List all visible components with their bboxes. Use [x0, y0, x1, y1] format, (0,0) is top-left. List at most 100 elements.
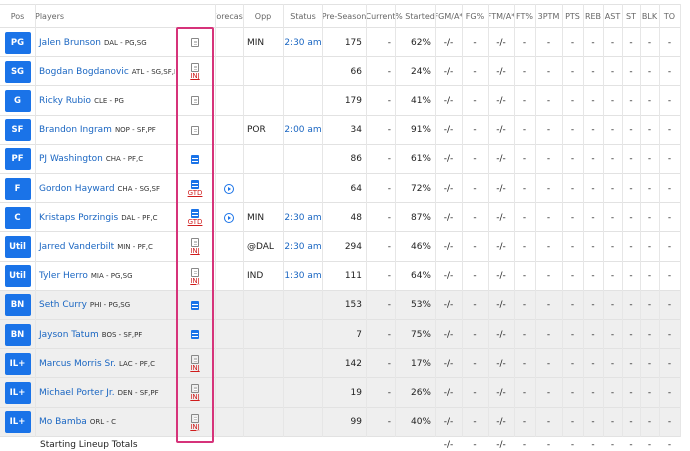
- note-icon[interactable]: [191, 413, 199, 423]
- note-icon[interactable]: [191, 355, 199, 365]
- stat-cell: -/-: [496, 241, 506, 252]
- status-tag[interactable]: INJ: [190, 422, 200, 431]
- position-button[interactable]: BN: [4, 323, 31, 346]
- stat-cell: -: [591, 183, 595, 194]
- player-name[interactable]: Seth Curry: [39, 300, 87, 311]
- column-divider: [243, 4, 244, 437]
- position-button[interactable]: BN: [4, 294, 31, 317]
- position-button[interactable]: G: [4, 89, 31, 112]
- status-tag[interactable]: INJ: [190, 247, 200, 256]
- forecast-cell: [215, 232, 243, 261]
- note-icon[interactable]: [191, 209, 199, 219]
- current-cell: -: [387, 154, 391, 165]
- player-name[interactable]: Jarred Vanderbilt: [39, 241, 115, 252]
- player-name[interactable]: Mo Bamba: [39, 417, 87, 428]
- note-icon[interactable]: [191, 38, 199, 48]
- position-button[interactable]: IL+: [4, 381, 31, 404]
- player-name[interactable]: PJ Washington: [39, 154, 103, 165]
- stat-cell: -/-: [443, 417, 454, 428]
- column-header: % Started: [395, 11, 435, 21]
- player-name[interactable]: Kristaps Porzingis: [39, 212, 119, 223]
- forecast-cell: [215, 408, 243, 437]
- note-icon[interactable]: [191, 384, 199, 394]
- game-status[interactable]: 2:00 am: [284, 125, 322, 136]
- status-tag[interactable]: INJ: [190, 276, 200, 285]
- player-name[interactable]: Tyler Herro: [39, 271, 88, 282]
- player-name[interactable]: Brandon Ingram: [39, 125, 112, 136]
- position-button[interactable]: Util: [4, 265, 31, 288]
- player-cell: Jarred Vanderbilt MIN - PF,C: [35, 232, 175, 261]
- stat-cell: -: [546, 66, 551, 77]
- stat-cell: -: [570, 125, 575, 136]
- player-name[interactable]: Jayson Tatum: [39, 329, 99, 340]
- game-status[interactable]: 2:30 am: [284, 241, 322, 252]
- stat-cell: -/-: [496, 300, 506, 311]
- column-header: FT%: [516, 11, 533, 21]
- stat-cell: -: [522, 271, 527, 282]
- position-button[interactable]: IL+: [4, 411, 31, 434]
- stat-cell: -: [522, 300, 527, 311]
- forecast-icon[interactable]: [224, 183, 234, 194]
- stat-cell: -: [610, 358, 615, 369]
- note-icon[interactable]: [191, 63, 199, 73]
- status-cell: 2:30 am: [283, 28, 323, 57]
- stat-cell: -: [473, 183, 477, 194]
- player-name[interactable]: Marcus Morris Sr.: [39, 358, 116, 369]
- stat-cell: -: [647, 125, 652, 136]
- stat-cell: -: [647, 183, 652, 194]
- stat-cell: -: [629, 37, 633, 48]
- player-team: CHA - SG,SF: [117, 184, 161, 193]
- player-name[interactable]: Bogdan Bogdanovic: [39, 66, 129, 77]
- stat-cell: -/-: [443, 125, 454, 136]
- position-button[interactable]: Util: [4, 235, 31, 258]
- position-button[interactable]: SF: [4, 119, 31, 142]
- stat-cell: -: [647, 271, 652, 282]
- status-tag[interactable]: INJ: [190, 364, 200, 373]
- game-status[interactable]: 2:30 am: [284, 37, 322, 48]
- player-row: [0, 144, 680, 174]
- column-header: BLK: [641, 11, 658, 21]
- position-cell: SG: [0, 57, 35, 86]
- player-name[interactable]: Jalen Brunson: [39, 37, 101, 48]
- note-icon[interactable]: [191, 267, 199, 277]
- note-icon[interactable]: [191, 330, 199, 340]
- note-icon[interactable]: [191, 300, 199, 310]
- note-icon[interactable]: [191, 238, 199, 248]
- note-cell: [175, 291, 215, 320]
- status-tag[interactable]: GTD: [187, 189, 203, 198]
- game-status[interactable]: 2:30 am: [284, 212, 322, 223]
- player-name[interactable]: Gordon Hayward: [39, 183, 115, 194]
- game-status[interactable]: 1:30 am: [284, 271, 322, 282]
- note-cell: [175, 86, 215, 115]
- status-tag[interactable]: INJ: [190, 393, 200, 402]
- note-icon[interactable]: [191, 96, 199, 106]
- stat-cell: -: [570, 183, 575, 194]
- stat-cell: -: [473, 212, 477, 223]
- position-button[interactable]: F: [4, 177, 31, 200]
- stat-cell: -/-: [496, 125, 506, 136]
- player-name[interactable]: Ricky Rubio: [39, 95, 92, 106]
- player-name[interactable]: Michael Porter Jr.: [39, 387, 115, 398]
- player-cell: PJ Washington CHA - PF,C: [35, 145, 175, 174]
- status-tag[interactable]: GTD: [187, 218, 203, 227]
- position-button[interactable]: PG: [4, 31, 31, 54]
- note-icon[interactable]: [191, 154, 199, 164]
- position-button[interactable]: SG: [4, 60, 31, 83]
- position-button[interactable]: C: [4, 206, 31, 229]
- position-button[interactable]: IL+: [4, 352, 31, 375]
- totals-stat: -: [610, 439, 615, 450]
- stat-cell: -: [591, 37, 595, 48]
- player-cell: Brandon Ingram NOP - SF,PF: [35, 116, 175, 145]
- stat-cell: -: [473, 37, 477, 48]
- status-tag[interactable]: INJ: [190, 72, 200, 81]
- column-divider: [583, 4, 584, 437]
- note-cell: [175, 116, 215, 145]
- forecast-icon[interactable]: [224, 212, 234, 223]
- note-icon[interactable]: [191, 180, 199, 190]
- status-cell: 1:30 am: [283, 262, 323, 291]
- position-button[interactable]: PF: [4, 148, 31, 171]
- opp-cell: [243, 86, 283, 115]
- column-header: FTM/A*: [488, 11, 514, 21]
- note-icon[interactable]: [191, 125, 199, 135]
- started-cell: 17%: [410, 358, 431, 369]
